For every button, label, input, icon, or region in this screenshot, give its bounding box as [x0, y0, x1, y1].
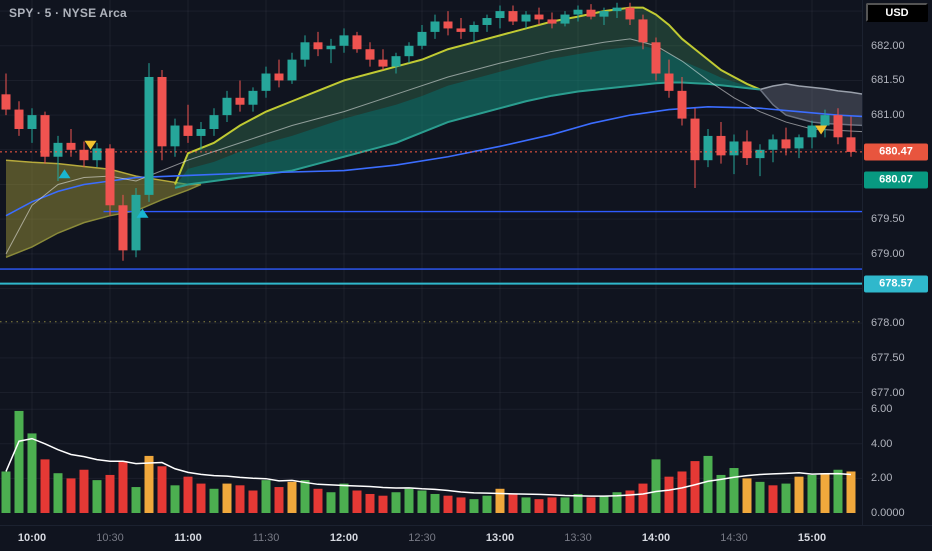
levels-layer [0, 210, 862, 323]
chart-canvas[interactable] [0, 0, 862, 525]
price-axis[interactable]: 682.00 681.50 681.00 679.50 679.00 678.00 677.… [862, 0, 932, 525]
time-tick: 15:00 [797, 532, 827, 544]
price-tick: 677.00 [871, 386, 905, 399]
volume-tick: 6.00 [871, 403, 893, 416]
price-badge: 680.07 [864, 171, 928, 189]
time-tick: 12:30 [408, 532, 436, 544]
signal-down-marker [815, 125, 828, 135]
time-tick: 11:30 [252, 532, 280, 544]
volume-ma-line [5, 437, 852, 497]
signal-down-marker [84, 140, 97, 150]
currency-button[interactable]: USD [866, 3, 928, 22]
candles-layer [1, 2, 856, 261]
time-tick: 11:00 [174, 532, 202, 544]
time-tick: 10:30 [96, 532, 124, 544]
time-axis[interactable]: 10:00 10:30 11:00 11:30 12:00 12:30 13:00 13:30… [0, 525, 932, 551]
volume-tick: 2.00 [871, 472, 893, 485]
volume-tick: 4.00 [871, 437, 893, 450]
volume-tick: 0.0000 [871, 507, 905, 519]
price-badge: 678.57 [864, 275, 928, 293]
time-tick: 14:00 [641, 532, 671, 544]
signal-up-marker [58, 169, 71, 179]
symbol-title[interactable]: SPY · 5 · NYSE Arca [9, 6, 127, 20]
price-tick: 681.00 [871, 109, 905, 122]
markers-layer [58, 125, 828, 218]
price-tick: 678.00 [871, 317, 905, 330]
price-tick: 682.00 [871, 39, 905, 52]
price-tick: 677.50 [871, 351, 905, 364]
time-tick: 13:00 [485, 532, 515, 544]
volume-layer [1, 410, 856, 513]
price-tick: 681.50 [871, 74, 905, 87]
time-tick: 13:30 [564, 532, 592, 544]
signal-up-marker [136, 208, 149, 218]
price-tick: 679.00 [871, 247, 905, 260]
time-tick: 10:00 [17, 532, 47, 544]
time-tick: 12:00 [329, 532, 359, 544]
grid-layer [0, 0, 862, 513]
price-badge: 680.47 [864, 143, 928, 161]
time-tick: 14:30 [720, 532, 748, 544]
price-tick: 679.50 [871, 213, 905, 226]
